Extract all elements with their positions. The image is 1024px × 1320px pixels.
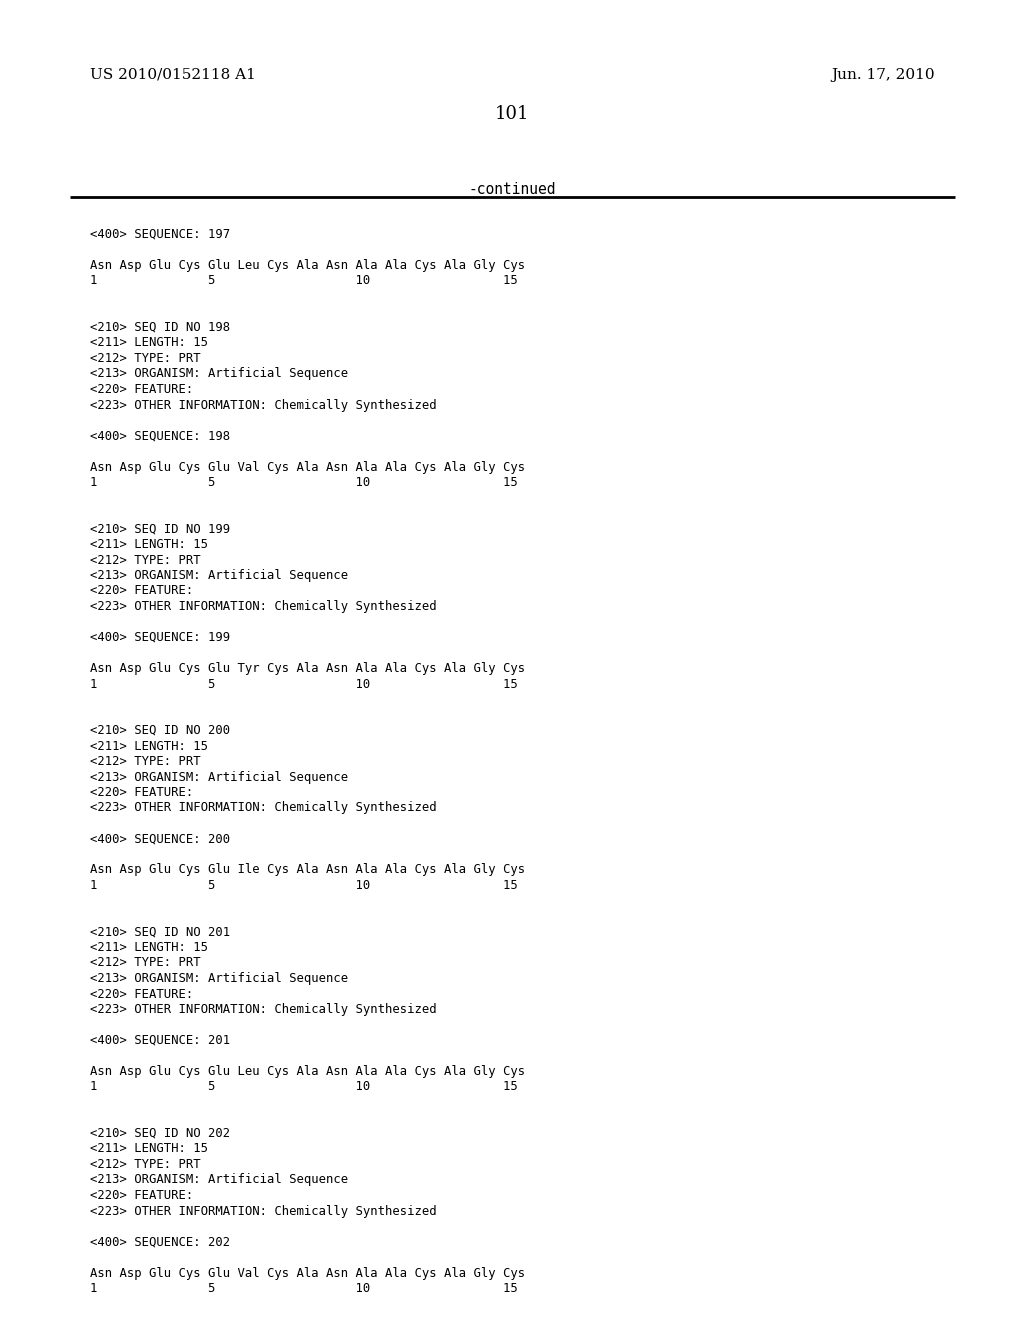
Text: <223> OTHER INFORMATION: Chemically Synthesized: <223> OTHER INFORMATION: Chemically Synt… <box>90 1204 436 1217</box>
Text: 1               5                   10                  15: 1 5 10 15 <box>90 677 518 690</box>
Text: 1               5                   10                  15: 1 5 10 15 <box>90 1081 518 1093</box>
Text: Asn Asp Glu Cys Glu Ile Cys Ala Asn Ala Ala Cys Ala Gly Cys: Asn Asp Glu Cys Glu Ile Cys Ala Asn Ala … <box>90 863 525 876</box>
Text: 1               5                   10                  15: 1 5 10 15 <box>90 477 518 488</box>
Text: Asn Asp Glu Cys Glu Val Cys Ala Asn Ala Ala Cys Ala Gly Cys: Asn Asp Glu Cys Glu Val Cys Ala Asn Ala … <box>90 1266 525 1279</box>
Text: 1               5                   10                  15: 1 5 10 15 <box>90 879 518 892</box>
Text: <211> LENGTH: 15: <211> LENGTH: 15 <box>90 539 208 550</box>
Text: -continued: -continued <box>468 182 556 197</box>
Text: <213> ORGANISM: Artificial Sequence: <213> ORGANISM: Artificial Sequence <box>90 367 348 380</box>
Text: <210> SEQ ID NO 198: <210> SEQ ID NO 198 <box>90 321 230 334</box>
Text: <212> TYPE: PRT: <212> TYPE: PRT <box>90 553 201 566</box>
Text: <213> ORGANISM: Artificial Sequence: <213> ORGANISM: Artificial Sequence <box>90 771 348 784</box>
Text: <212> TYPE: PRT: <212> TYPE: PRT <box>90 1158 201 1171</box>
Text: Asn Asp Glu Cys Glu Leu Cys Ala Asn Ala Ala Cys Ala Gly Cys: Asn Asp Glu Cys Glu Leu Cys Ala Asn Ala … <box>90 1065 525 1078</box>
Text: <211> LENGTH: 15: <211> LENGTH: 15 <box>90 941 208 954</box>
Text: <400> SEQUENCE: 198: <400> SEQUENCE: 198 <box>90 429 230 442</box>
Text: <400> SEQUENCE: 202: <400> SEQUENCE: 202 <box>90 1236 230 1249</box>
Text: 101: 101 <box>495 106 529 123</box>
Text: <210> SEQ ID NO 201: <210> SEQ ID NO 201 <box>90 925 230 939</box>
Text: <211> LENGTH: 15: <211> LENGTH: 15 <box>90 1143 208 1155</box>
Text: <210> SEQ ID NO 199: <210> SEQ ID NO 199 <box>90 523 230 536</box>
Text: <213> ORGANISM: Artificial Sequence: <213> ORGANISM: Artificial Sequence <box>90 1173 348 1187</box>
Text: Asn Asp Glu Cys Glu Val Cys Ala Asn Ala Ala Cys Ala Gly Cys: Asn Asp Glu Cys Glu Val Cys Ala Asn Ala … <box>90 461 525 474</box>
Text: <220> FEATURE:: <220> FEATURE: <box>90 987 194 1001</box>
Text: <213> ORGANISM: Artificial Sequence: <213> ORGANISM: Artificial Sequence <box>90 569 348 582</box>
Text: <223> OTHER INFORMATION: Chemically Synthesized: <223> OTHER INFORMATION: Chemically Synt… <box>90 601 436 612</box>
Text: <220> FEATURE:: <220> FEATURE: <box>90 1189 194 1203</box>
Text: <223> OTHER INFORMATION: Chemically Synthesized: <223> OTHER INFORMATION: Chemically Synt… <box>90 1003 436 1016</box>
Text: Asn Asp Glu Cys Glu Tyr Cys Ala Asn Ala Ala Cys Ala Gly Cys: Asn Asp Glu Cys Glu Tyr Cys Ala Asn Ala … <box>90 663 525 675</box>
Text: US 2010/0152118 A1: US 2010/0152118 A1 <box>90 69 256 82</box>
Text: <210> SEQ ID NO 200: <210> SEQ ID NO 200 <box>90 723 230 737</box>
Text: <211> LENGTH: 15: <211> LENGTH: 15 <box>90 739 208 752</box>
Text: <213> ORGANISM: Artificial Sequence: <213> ORGANISM: Artificial Sequence <box>90 972 348 985</box>
Text: <223> OTHER INFORMATION: Chemically Synthesized: <223> OTHER INFORMATION: Chemically Synt… <box>90 801 436 814</box>
Text: Jun. 17, 2010: Jun. 17, 2010 <box>831 69 935 82</box>
Text: <400> SEQUENCE: 200: <400> SEQUENCE: 200 <box>90 833 230 846</box>
Text: Asn Asp Glu Cys Glu Leu Cys Ala Asn Ala Ala Cys Ala Gly Cys: Asn Asp Glu Cys Glu Leu Cys Ala Asn Ala … <box>90 259 525 272</box>
Text: <212> TYPE: PRT: <212> TYPE: PRT <box>90 957 201 969</box>
Text: <400> SEQUENCE: 199: <400> SEQUENCE: 199 <box>90 631 230 644</box>
Text: <220> FEATURE:: <220> FEATURE: <box>90 585 194 598</box>
Text: <223> OTHER INFORMATION: Chemically Synthesized: <223> OTHER INFORMATION: Chemically Synt… <box>90 399 436 412</box>
Text: <400> SEQUENCE: 197: <400> SEQUENCE: 197 <box>90 228 230 242</box>
Text: <211> LENGTH: 15: <211> LENGTH: 15 <box>90 337 208 350</box>
Text: <400> SEQUENCE: 201: <400> SEQUENCE: 201 <box>90 1034 230 1047</box>
Text: <212> TYPE: PRT: <212> TYPE: PRT <box>90 352 201 366</box>
Text: 1               5                   10                  15: 1 5 10 15 <box>90 275 518 288</box>
Text: 1               5                   10                  15: 1 5 10 15 <box>90 1282 518 1295</box>
Text: <210> SEQ ID NO 202: <210> SEQ ID NO 202 <box>90 1127 230 1140</box>
Text: <212> TYPE: PRT: <212> TYPE: PRT <box>90 755 201 768</box>
Text: <220> FEATURE:: <220> FEATURE: <box>90 383 194 396</box>
Text: <220> FEATURE:: <220> FEATURE: <box>90 785 194 799</box>
